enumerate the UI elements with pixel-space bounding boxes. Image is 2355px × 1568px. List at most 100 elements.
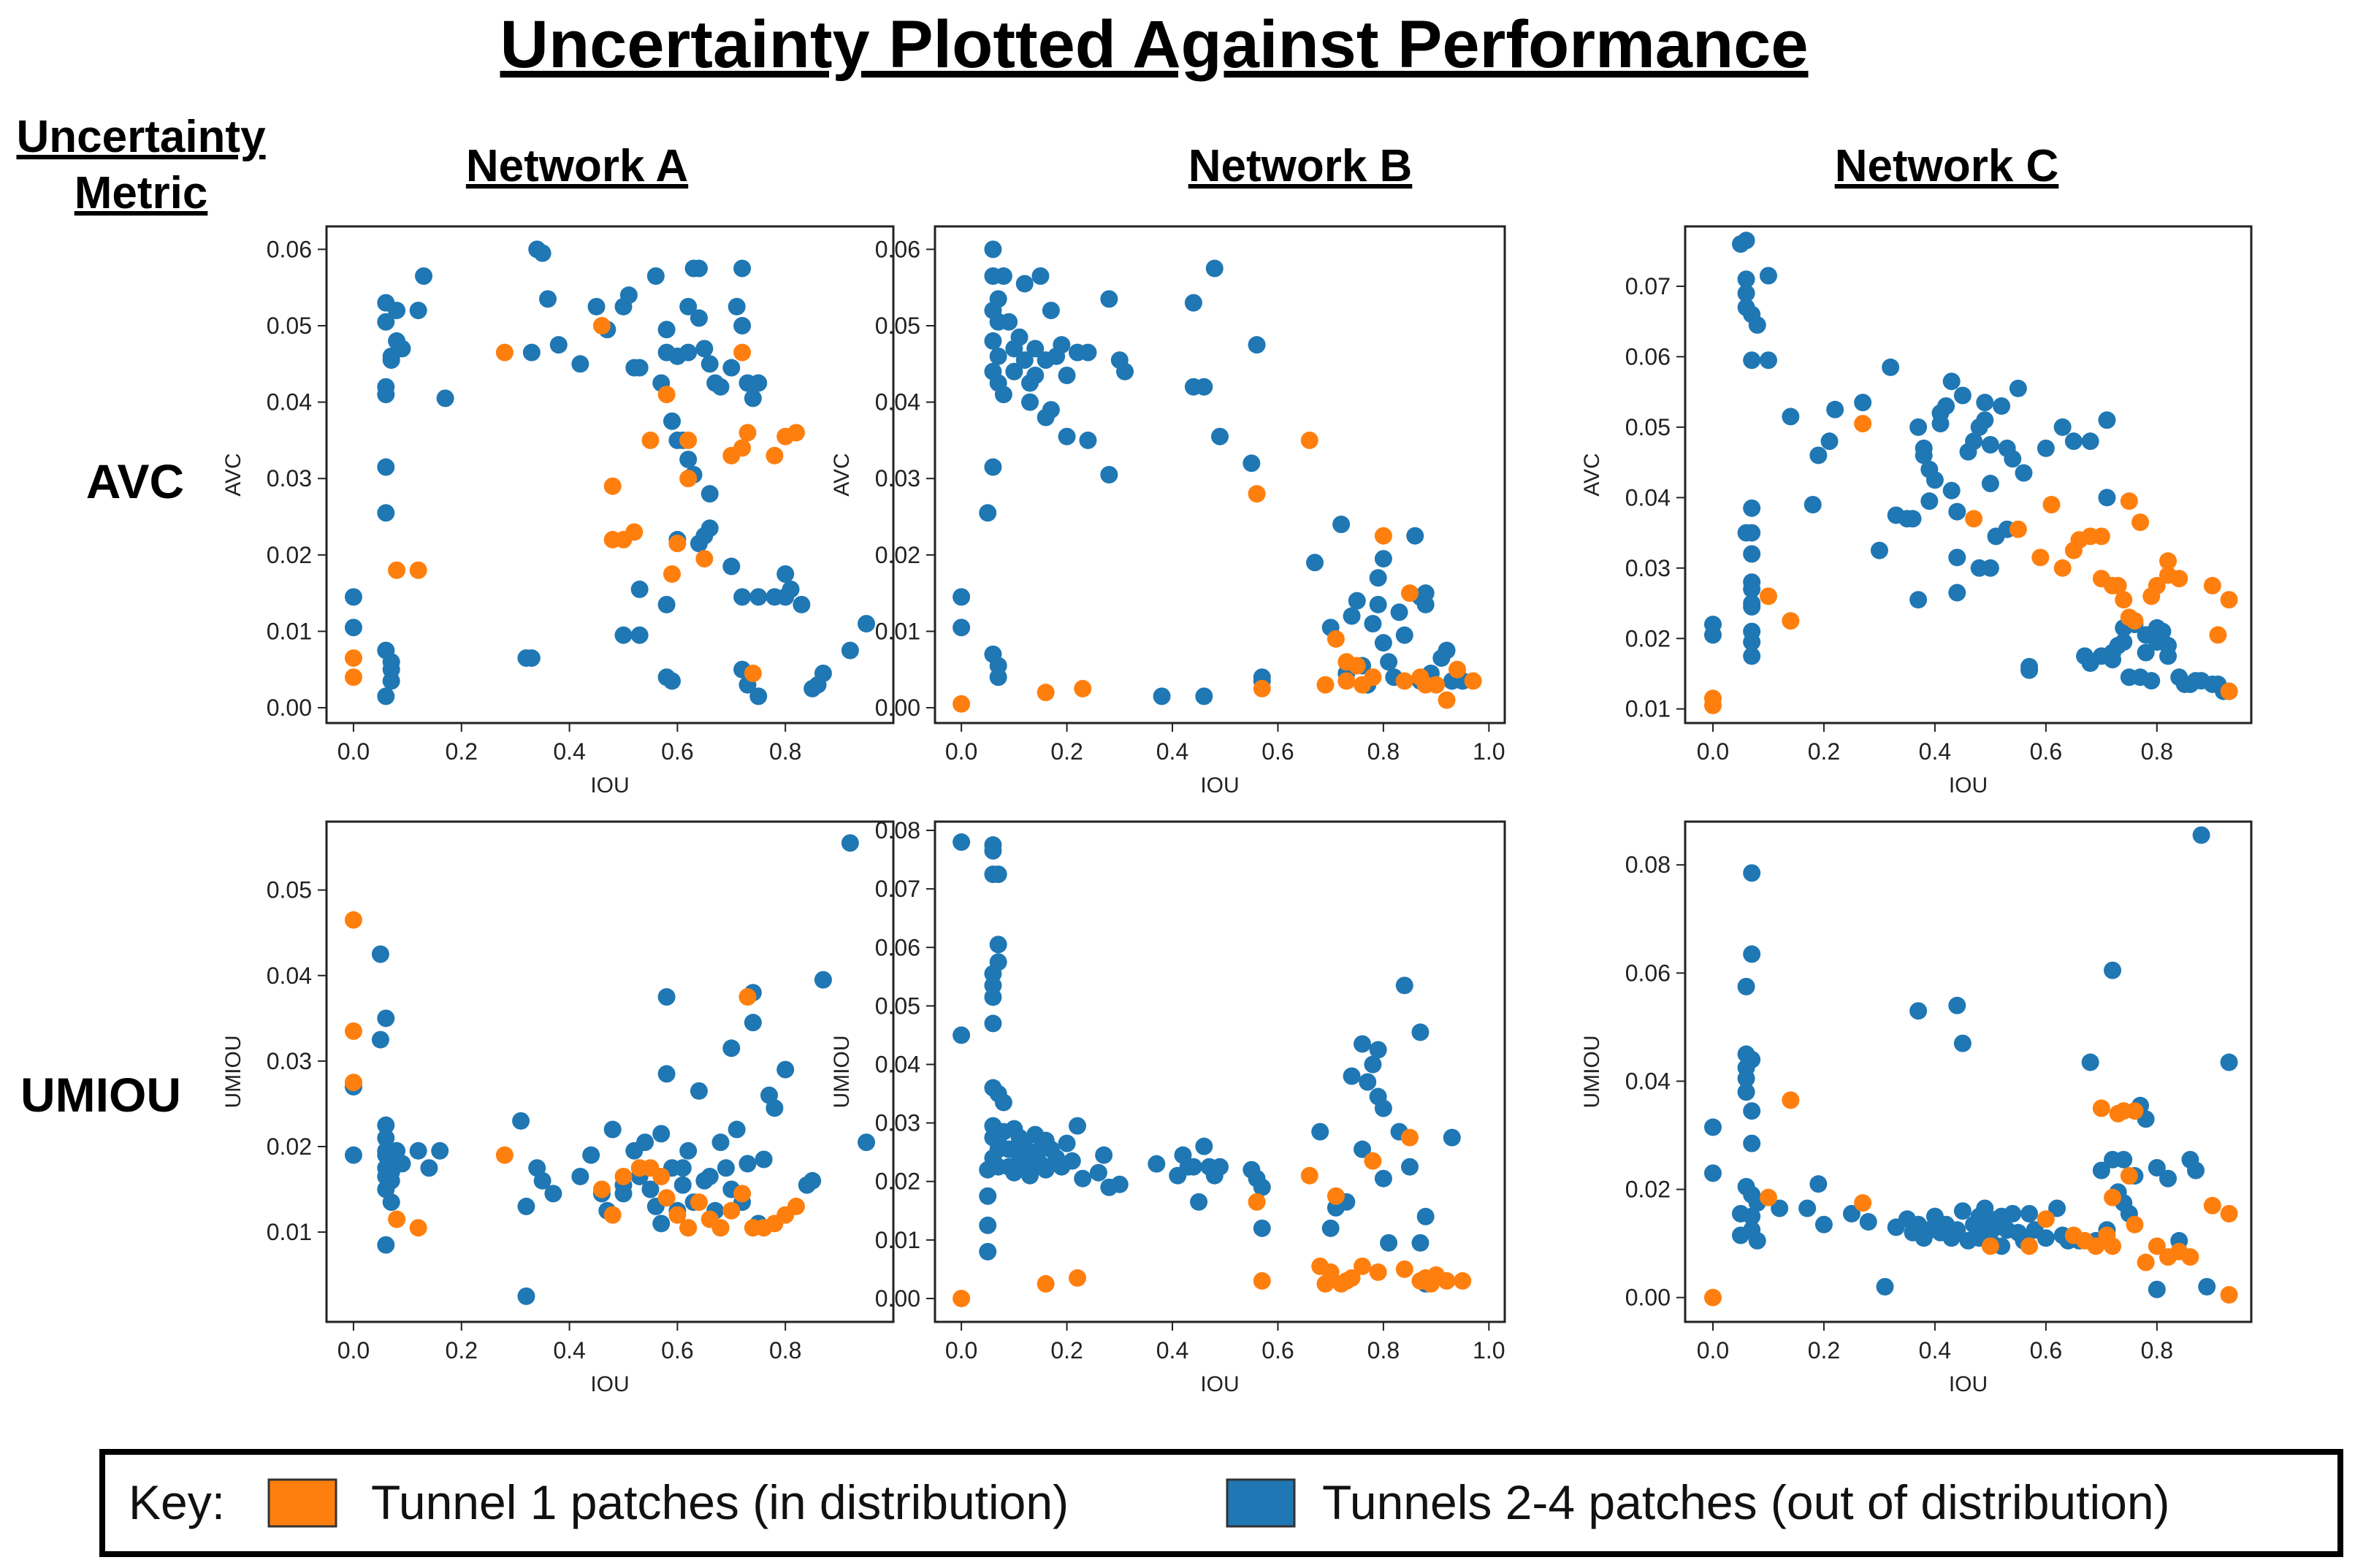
x-axis-label: IOU (590, 1372, 629, 1396)
point-in-distribution (1364, 1152, 1382, 1170)
point-in-distribution (733, 343, 752, 362)
x-tick-label: 0.0 (1697, 1337, 1729, 1364)
point-out-of-distribution (1243, 454, 1261, 473)
point-out-of-distribution (2159, 647, 2177, 665)
point-out-of-distribution (393, 1155, 411, 1173)
point-in-distribution (1069, 1269, 1086, 1287)
scatter-grid: 0.0 0.2 0.4 0.6 0.80.000.010.020.030.040.050… (221, 225, 2253, 1396)
point-in-distribution (2053, 559, 2072, 577)
point-in-distribution (603, 477, 622, 495)
row-header-line1: Uncertainty (16, 112, 266, 162)
x-axis-label: IOU (590, 773, 629, 798)
point-out-of-distribution (711, 378, 730, 396)
point-out-of-distribution (409, 302, 427, 320)
point-out-of-distribution (2142, 672, 2161, 690)
point-out-of-distribution (630, 580, 649, 598)
point-out-of-distribution (1211, 1158, 1229, 1176)
legend-key-label: Key: (129, 1475, 225, 1529)
point-out-of-distribution (1743, 351, 1761, 370)
point-in-distribution (657, 386, 676, 404)
plot-frame (934, 225, 1506, 724)
point-out-of-distribution (657, 668, 676, 687)
point-out-of-distribution (1343, 607, 1361, 625)
point-out-of-distribution (1005, 362, 1023, 380)
point-out-of-distribution (377, 1236, 395, 1254)
point-out-of-distribution (1920, 492, 1939, 510)
plot-network-a-umiou: 0.0 0.2 0.4 0.6 0.8 0.01 0.02 0.03 0.04 0.05 IOU UM… (221, 820, 895, 1396)
legend-label-in-distribution: Tunnel 1 patches (in distribution) (371, 1475, 1069, 1529)
y-tick-label: 0.01 (267, 1219, 312, 1245)
point-out-of-distribution (2137, 643, 2155, 662)
point-out-of-distribution (2115, 1150, 2133, 1169)
point-out-of-distribution (1743, 499, 1761, 517)
point-in-distribution (2126, 612, 2144, 630)
y-tick-label: 0.00 (875, 1285, 920, 1312)
point-out-of-distribution (2115, 633, 2133, 651)
x-tick-label: 0.2 (446, 1337, 478, 1364)
point-out-of-distribution (717, 1159, 735, 1177)
point-in-distribution (1374, 527, 1392, 545)
point-out-of-distribution (1021, 393, 1039, 411)
point-in-distribution (1782, 1091, 1800, 1109)
point-out-of-distribution (1859, 1213, 1877, 1231)
y-tick-label: 0.03 (267, 465, 312, 492)
point-in-distribution (641, 431, 660, 449)
point-out-of-distribution (953, 1026, 971, 1044)
point-out-of-distribution (1406, 527, 1424, 545)
series-out-of-distribution (1703, 232, 2238, 700)
point-out-of-distribution (814, 971, 832, 989)
point-out-of-distribution (1748, 1231, 1766, 1250)
point-out-of-distribution (2020, 1204, 2039, 1223)
point-in-distribution (766, 446, 784, 464)
point-out-of-distribution (755, 1150, 773, 1169)
point-in-distribution (2203, 576, 2221, 594)
point-out-of-distribution (1148, 1155, 1166, 1173)
point-in-distribution (409, 561, 427, 579)
y-tick-label: 0.02 (1625, 625, 1671, 651)
point-out-of-distribution (2053, 418, 2072, 436)
point-out-of-distribution (2092, 1161, 2110, 1179)
point-out-of-distribution (776, 565, 795, 583)
point-out-of-distribution (1737, 232, 1755, 250)
point-out-of-distribution (1743, 1102, 1761, 1120)
point-in-distribution (679, 1219, 698, 1237)
point-in-distribution (2203, 1196, 2221, 1215)
point-in-distribution (690, 1193, 708, 1212)
point-in-distribution (738, 424, 757, 442)
x-tick-label: 1.0 (1473, 1337, 1505, 1364)
point-out-of-distribution (636, 1133, 654, 1152)
point-out-of-distribution (2148, 1280, 2166, 1299)
x-tick-label: 0.2 (1808, 1337, 1840, 1364)
series-in-distribution (1703, 1091, 2238, 1307)
point-in-distribution (679, 470, 698, 488)
point-in-distribution (495, 343, 514, 362)
x-tick-label: 0.2 (1050, 738, 1083, 765)
y-tick-label: 0.00 (875, 695, 920, 721)
y-tick-label: 0.04 (267, 389, 312, 416)
point-in-distribution (1965, 510, 1983, 528)
point-in-distribution (663, 565, 681, 583)
point-out-of-distribution (1063, 1152, 1081, 1170)
point-out-of-distribution (1948, 996, 1966, 1014)
x-tick-label: 0.8 (1367, 1337, 1400, 1364)
point-out-of-distribution (1095, 1146, 1113, 1164)
point-in-distribution (2220, 591, 2238, 609)
point-out-of-distribution (1882, 358, 1900, 376)
point-out-of-distribution (1771, 1199, 1789, 1217)
point-in-distribution (1074, 679, 1092, 697)
point-out-of-distribution (1416, 1207, 1435, 1225)
point-out-of-distribution (1058, 427, 1076, 445)
x-tick-label: 1.0 (1473, 738, 1505, 765)
point-in-distribution (625, 523, 644, 541)
point-in-distribution (1364, 668, 1382, 687)
figure-title: Uncertainty Plotted Against Performance (500, 7, 1809, 82)
point-out-of-distribution (776, 1060, 795, 1079)
x-tick-label: 0.4 (553, 738, 585, 765)
point-out-of-distribution (733, 259, 752, 278)
point-out-of-distribution (652, 1125, 671, 1143)
point-out-of-distribution (1904, 510, 1922, 528)
point-out-of-distribution (749, 374, 768, 392)
y-tick-label: 0.06 (1625, 343, 1671, 370)
point-out-of-distribution (1074, 1169, 1092, 1188)
